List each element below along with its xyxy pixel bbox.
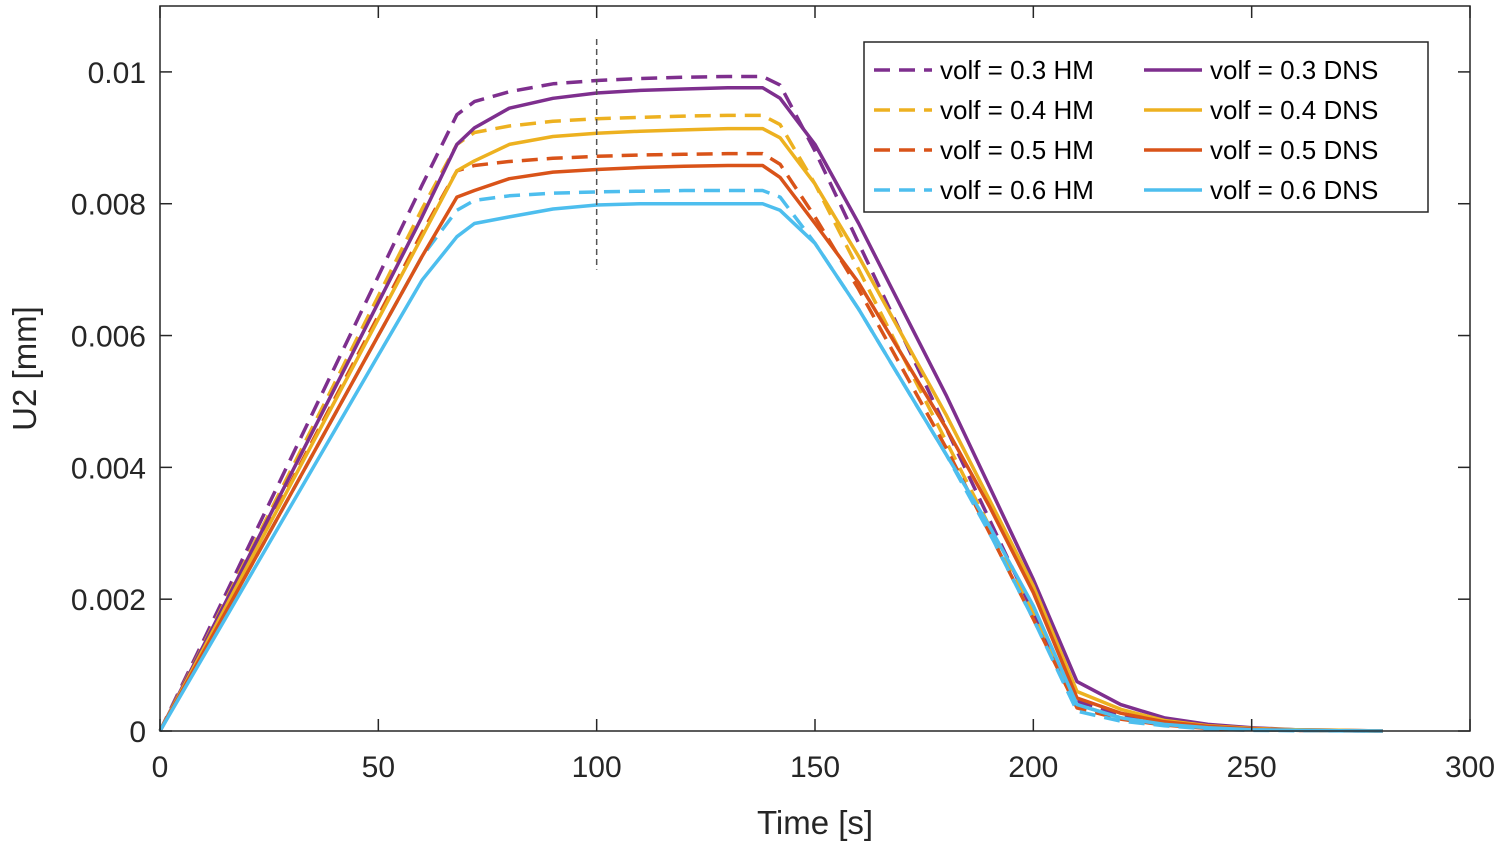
y-tick-label: 0.002 (71, 584, 146, 617)
x-tick-label: 250 (1227, 751, 1277, 784)
legend-label: volf = 0.3 HM (940, 55, 1094, 85)
x-tick-label: 100 (572, 751, 622, 784)
y-axis-label: U2 [mm] (6, 306, 43, 431)
legend-label: volf = 0.5 HM (940, 135, 1094, 165)
plot-lines (158, 74, 1383, 733)
legend-label: volf = 0.5 DNS (1210, 135, 1378, 165)
x-ticks: 0 50 100 150 200 250 300 (152, 6, 1495, 784)
series-line (158, 151, 1383, 733)
y-tick-label: 0.004 (71, 452, 146, 485)
y-tick-label: 0.01 (88, 57, 146, 90)
legend-label: volf = 0.4 DNS (1210, 95, 1378, 125)
legend-label: volf = 0.6 HM (940, 175, 1094, 205)
series-line (158, 163, 1383, 733)
series-line (158, 188, 1383, 733)
legend: volf = 0.3 HM volf = 0.4 HM volf = 0.5 HM v… (863, 41, 1429, 213)
y-tick-label: 0 (129, 716, 146, 749)
y-tick-label: 0.006 (71, 321, 146, 354)
legend-label: volf = 0.6 DNS (1210, 175, 1378, 205)
y-ticks: 0 0.002 0.004 0.006 0.008 0.01 (71, 57, 1470, 749)
series-line (158, 201, 1383, 733)
x-tick-label: 150 (790, 751, 840, 784)
x-tick-label: 300 (1445, 751, 1495, 784)
x-tick-label: 200 (1008, 751, 1058, 784)
x-axis-label: Time [s] (757, 804, 873, 841)
x-tick-label: 50 (362, 751, 395, 784)
legend-label: volf = 0.4 HM (940, 95, 1094, 125)
legend-label: volf = 0.3 DNS (1210, 55, 1378, 85)
series-line (158, 126, 1383, 733)
x-tick-label: 0 (152, 751, 169, 784)
series-line (158, 85, 1383, 733)
y-tick-label: 0.008 (71, 189, 146, 222)
